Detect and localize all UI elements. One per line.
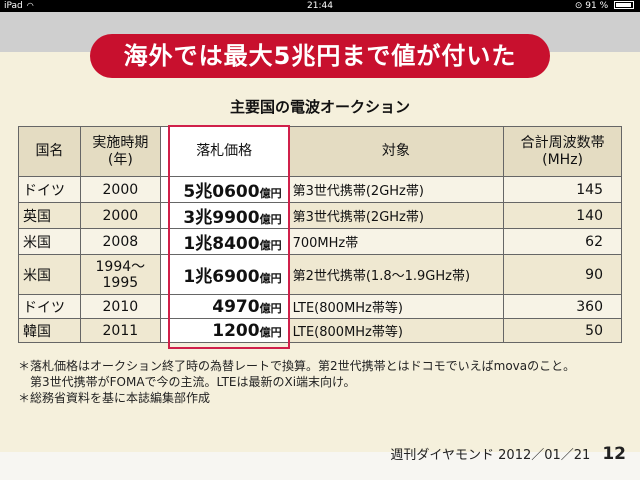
- publication-source: 週刊ダイヤモンド 2012／01／21: [390, 448, 591, 463]
- footnote-1-cont: 第3世代携帯がFOMAで今の主流。LTEは最新のXi端末向け。: [30, 375, 356, 389]
- cell-target: 第3世代携帯(2GHz帯): [287, 202, 505, 229]
- header-price: 落札価格: [159, 126, 289, 177]
- cell-freq: 50: [503, 318, 622, 343]
- table-row: 英国 2000 3兆9900億円 第3世代携帯(2GHz帯) 140: [18, 202, 622, 229]
- cell-price: 1兆6900億円: [159, 254, 289, 295]
- table-row: 米国 1994〜 1995 1兆6900億円 第2世代携帯(1.8〜1.9GHz…: [18, 254, 622, 295]
- header-freq: 合計周波数帯 (MHz): [503, 126, 622, 177]
- cell-target: 700MHz帯: [287, 228, 505, 255]
- table-row: ドイツ 2000 5兆0600億円 第3世代携帯(2GHz帯) 145: [18, 176, 622, 203]
- magazine-page[interactable]: 海外では最大5兆円まで値が付いた 主要国の電波オークション 国名 実施時期 (年…: [0, 12, 640, 480]
- cell-price: 4970億円: [159, 294, 289, 319]
- cell-freq: 62: [503, 228, 622, 255]
- cell-country: 英国: [18, 202, 81, 229]
- lock-icon: ⊙: [574, 1, 583, 11]
- cell-price: 1200億円: [159, 318, 289, 343]
- battery-indicator: ⊙ 91 %: [575, 0, 634, 12]
- cell-target: LTE(800MHz帯等): [287, 318, 505, 343]
- page-number: 12: [602, 444, 626, 464]
- cell-target: 第3世代携帯(2GHz帯): [287, 176, 505, 203]
- table-row: 米国 2008 1兆8400億円 700MHz帯 62: [18, 228, 622, 255]
- cell-freq: 90: [503, 254, 622, 295]
- cell-freq: 140: [503, 202, 622, 229]
- cell-year: 2008: [79, 228, 161, 255]
- wifi-icon: ◠: [26, 1, 34, 10]
- cell-freq: 145: [503, 176, 622, 203]
- footnote-1: ＊落札価格はオークション終了時の為替レートで換算。第2世代携帯とはドコモでいえば…: [18, 359, 576, 373]
- auction-table: 国名 実施時期 (年) 落札価格 対象 合計周波数帯 (MHz) ドイツ 200…: [18, 126, 622, 343]
- headline-banner: 海外では最大5兆円まで値が付いた: [90, 34, 550, 78]
- cell-price: 5兆0600億円: [159, 176, 289, 203]
- status-bar: iPad ◠ 21:44 ⊙ 91 %: [0, 0, 640, 12]
- battery-icon: [614, 1, 634, 9]
- header-year: 実施時期 (年): [79, 126, 161, 177]
- cell-country: ドイツ: [18, 176, 81, 203]
- cell-target: 第2世代携帯(1.8〜1.9GHz帯): [287, 254, 505, 295]
- table-title: 主要国の電波オークション: [229, 98, 410, 116]
- cell-year: 1994〜 1995: [79, 254, 161, 295]
- device-label: iPad ◠: [4, 1, 34, 11]
- cell-country: 米国: [18, 228, 81, 255]
- cell-year: 2011: [79, 318, 161, 343]
- header-country: 国名: [18, 126, 81, 177]
- page-footer: 週刊ダイヤモンド 2012／01／21 12: [390, 444, 626, 464]
- cell-country: 韓国: [18, 318, 81, 343]
- footnotes: ＊落札価格はオークション終了時の為替レートで換算。第2世代携帯とはドコモでいえば…: [18, 358, 628, 406]
- table-row: ドイツ 2010 4970億円 LTE(800MHz帯等) 360: [18, 294, 622, 319]
- cell-year: 2000: [79, 202, 161, 229]
- table-row: 韓国 2011 1200億円 LTE(800MHz帯等) 50: [18, 318, 622, 343]
- battery-text: 91 %: [585, 1, 609, 11]
- header-target: 対象: [287, 126, 505, 177]
- cell-year: 2010: [79, 294, 161, 319]
- cell-price: 1兆8400億円: [159, 228, 289, 255]
- cell-freq: 360: [503, 294, 622, 319]
- clock: 21:44: [307, 1, 333, 11]
- footnote-2: ＊総務省資料を基に本誌編集部作成: [18, 391, 211, 405]
- cell-country: ドイツ: [18, 294, 81, 319]
- cell-year: 2000: [79, 176, 161, 203]
- cell-country: 米国: [18, 254, 81, 295]
- cell-price: 3兆9900億円: [159, 202, 289, 229]
- cell-target: LTE(800MHz帯等): [287, 294, 505, 319]
